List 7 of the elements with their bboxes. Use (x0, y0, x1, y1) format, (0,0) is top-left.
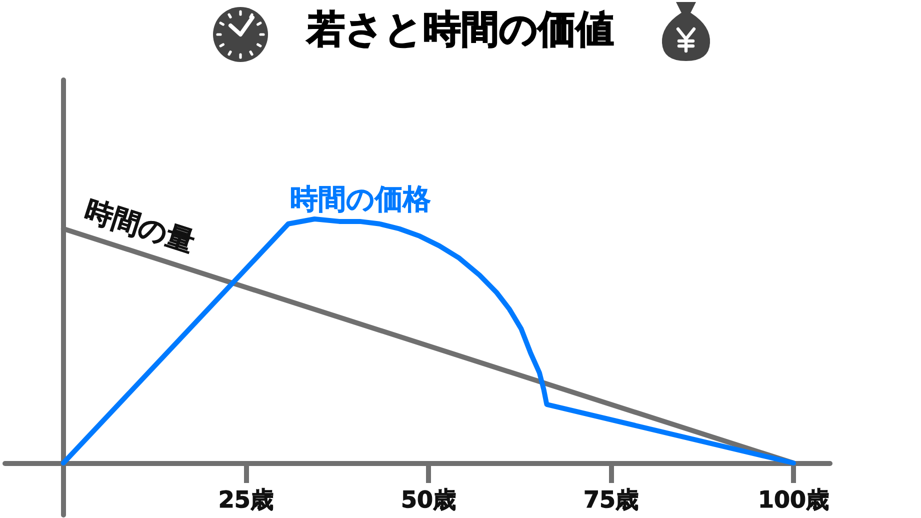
series-label: 時間の価格 (290, 182, 432, 216)
x-tick-label: 50歳 (400, 488, 456, 514)
x-tick-label: 75歳 (583, 488, 638, 514)
text: 時間の量 (81, 193, 199, 259)
x-tick-label: 25歳 (218, 488, 274, 514)
chart-title: 若さと時間の価値 (306, 7, 614, 51)
x-tick-label: 100歳 (758, 488, 830, 514)
